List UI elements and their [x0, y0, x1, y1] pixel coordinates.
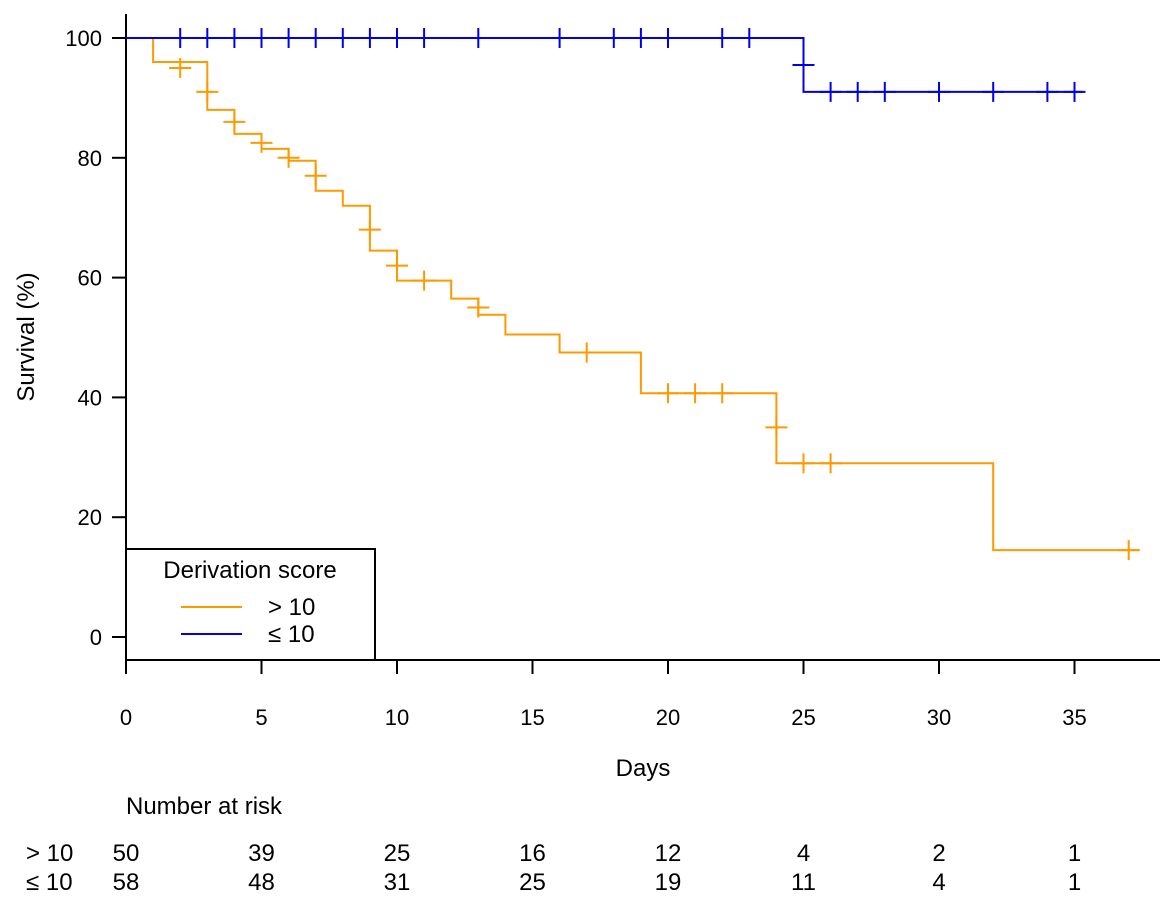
risk-value: 1 — [1068, 840, 1081, 867]
legend-label: ≤ 10 — [268, 621, 315, 648]
risk-value: 50 — [113, 840, 140, 867]
x-tick-label: 0 — [120, 705, 132, 730]
legend-title: Derivation score — [163, 557, 336, 584]
y-tick-label: 60 — [78, 266, 102, 291]
x-tick-label: 20 — [656, 705, 680, 730]
y-tick-label: 40 — [78, 385, 102, 410]
x-tick-label: 35 — [1062, 705, 1086, 730]
x-tick-label: 25 — [791, 705, 815, 730]
risk-value: 25 — [384, 840, 411, 867]
risk-value: 2 — [932, 840, 945, 867]
risk-value: 12 — [655, 840, 682, 867]
y-tick-label: 20 — [78, 505, 102, 530]
y-tick-label: 80 — [78, 146, 102, 171]
x-axis-label: Days — [616, 755, 671, 782]
series-line-0 — [126, 37, 1140, 552]
y-axis-label: Survival (%) — [13, 272, 40, 401]
risk-value: 19 — [655, 869, 682, 896]
risk-value: 11 — [791, 869, 816, 896]
legend-label: > 10 — [268, 594, 315, 621]
x-tick-label: 15 — [520, 705, 544, 730]
x-tick-label: 30 — [927, 705, 951, 730]
x-tick-label: 5 — [255, 705, 267, 730]
risk-value: 16 — [519, 840, 546, 867]
risk-value: 58 — [113, 869, 140, 896]
y-tick-label: 0 — [90, 625, 102, 650]
legend: Derivation score > 10≤ 10 — [125, 548, 376, 661]
risk-table-title: Number at risk — [126, 793, 283, 820]
survival-curves — [126, 28, 1140, 561]
legend-box — [125, 548, 376, 661]
risk-value: 1 — [1068, 869, 1081, 896]
risk-value: 25 — [519, 869, 546, 896]
risk-value: 39 — [248, 840, 275, 867]
risk-value: 4 — [797, 840, 810, 867]
risk-value: 4 — [932, 869, 945, 896]
risk-value: 31 — [384, 869, 411, 896]
x-tick-label: 10 — [385, 705, 409, 730]
risk-value: 48 — [248, 869, 275, 896]
risk-row-label: > 10 — [26, 840, 73, 867]
y-tick-label: 100 — [65, 26, 102, 51]
risk-row-label: ≤ 10 — [26, 869, 73, 896]
risk-table: Number at risk> 10 50 39 25 16 12 4 2 1≤ 10 58 48 3… — [26, 793, 1081, 896]
